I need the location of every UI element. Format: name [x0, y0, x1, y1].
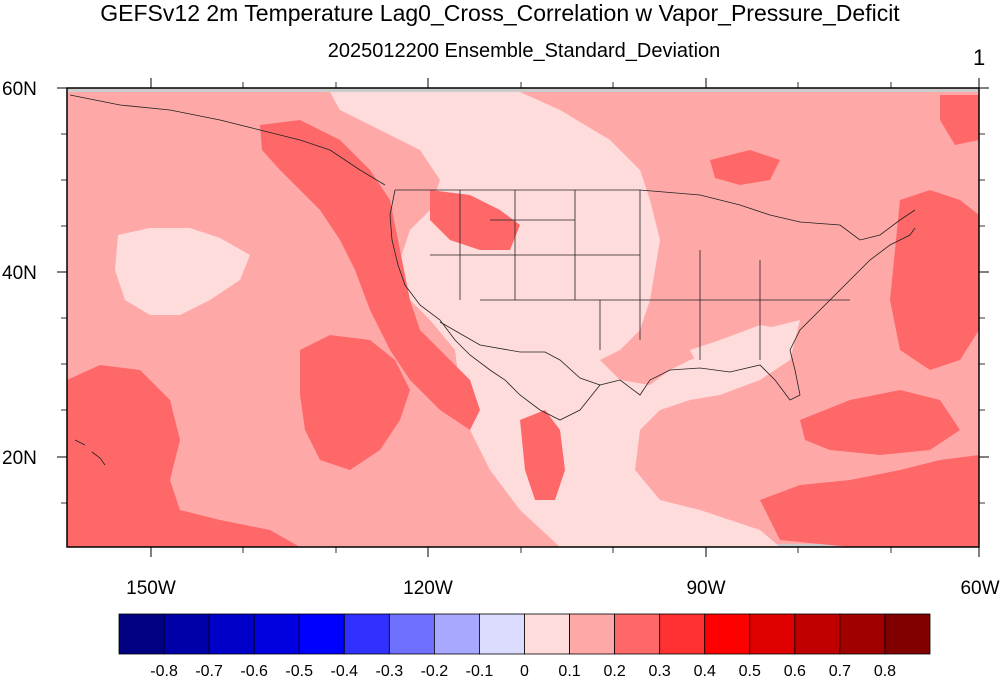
colorbar-label: 0.5 — [739, 663, 761, 680]
colorbar-label: -0.2 — [421, 663, 449, 680]
field-high-atlantic — [800, 390, 960, 455]
hawaii — [74, 439, 106, 466]
field-high-rockies — [430, 190, 520, 250]
colorbar-label: -0.1 — [466, 663, 494, 680]
lat-label-20n: 20N — [2, 448, 37, 469]
coastline-west — [389, 189, 916, 421]
colorbar-box — [388, 613, 435, 655]
colorbar-label: -0.3 — [376, 663, 404, 680]
border-us-canada — [395, 189, 916, 241]
colorbar-label: 0.7 — [829, 663, 851, 680]
colorbar-box — [118, 613, 165, 655]
colorbar-label: 0.3 — [649, 663, 671, 680]
colorbar-label: -0.6 — [240, 663, 268, 680]
map-frame — [66, 87, 980, 548]
colorbar-label: 0.1 — [558, 663, 580, 680]
colorbar-label: -0.5 — [285, 663, 313, 680]
colorbar-box — [659, 613, 706, 655]
lon-label-60w: 60W — [960, 578, 999, 599]
field-high-ne — [890, 190, 979, 370]
colorbar-label: 0.2 — [603, 663, 625, 680]
sub-title: 2025012200 Ensemble_Standard_Deviation — [327, 40, 721, 62]
missing-top — [67, 88, 979, 92]
field-low-south — [690, 325, 790, 370]
colorbar-box — [298, 613, 345, 655]
colorbar-box — [253, 613, 300, 655]
colorbar-label: -0.7 — [195, 663, 223, 680]
axis-ticks — [57, 78, 989, 557]
colorbar-label: -0.4 — [330, 663, 358, 680]
colorbar-box — [343, 613, 390, 655]
field-high-sw — [67, 365, 300, 547]
colorbar-box — [524, 613, 570, 655]
colorbar-label: 0 — [520, 663, 529, 680]
colorbar-label: 0.4 — [694, 663, 716, 680]
minor-ticks — [61, 82, 985, 553]
field-high-caribbean — [760, 455, 979, 547]
field-high-central — [710, 150, 780, 185]
field-high-ne2 — [940, 95, 979, 145]
map-boundaries — [69, 94, 916, 466]
colorbar-box — [749, 613, 796, 655]
lat-label-40n: 40N — [2, 263, 37, 284]
main-title: GEFSv12 2m Temperature Lag0_Cross_Correl… — [100, 0, 900, 26]
colorbar-box — [704, 613, 751, 655]
colorbar-box — [163, 613, 210, 655]
colorbar-box — [433, 613, 480, 655]
field-low-pacific — [115, 228, 250, 315]
colorbar-label: -0.8 — [150, 663, 178, 680]
colorbar: -0.8 -0.7 -0.6 -0.5 -0.4 -0.3 -0.2 -0.1 0 0.1 0.2 0… — [118, 613, 931, 680]
border-us-mexico — [439, 321, 601, 386]
field-high-pacific — [300, 335, 410, 470]
colorbar-box — [839, 613, 886, 655]
colorbar-box — [794, 613, 841, 655]
lon-label-150w: 150W — [126, 578, 176, 599]
lon-label-120w: 120W — [403, 578, 453, 599]
field-high-coast — [260, 120, 480, 430]
map-field — [67, 88, 979, 547]
colorbar-box — [569, 613, 616, 655]
lon-label-90w: 90W — [686, 578, 725, 599]
colorbar-box — [614, 613, 661, 655]
panel-number: 1 — [973, 45, 986, 70]
colorbar-label: 0.8 — [874, 663, 896, 680]
colorbar-box — [208, 613, 255, 655]
lat-label-60n: 60N — [2, 79, 37, 100]
colorbar-label: 0.6 — [784, 663, 806, 680]
colorbar-box — [479, 613, 525, 655]
colorbar-box — [884, 613, 931, 655]
coastline-canada — [69, 94, 386, 186]
field-high-gulf-mx — [520, 410, 565, 500]
state-lines — [430, 190, 850, 360]
